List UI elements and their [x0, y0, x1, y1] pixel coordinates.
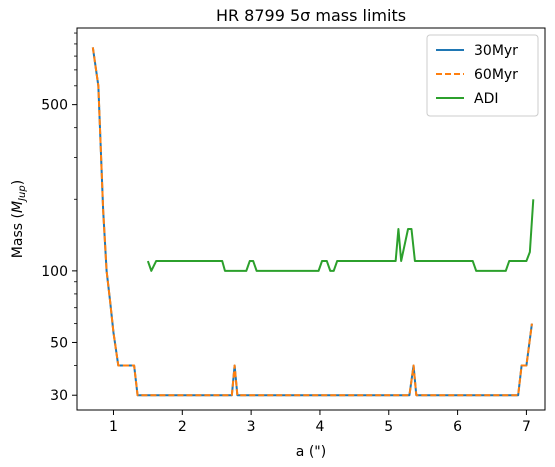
series-line-adi: [146, 199, 535, 272]
legend-label-30myr: 30Myr: [474, 43, 518, 59]
x-tick-label: 1: [109, 419, 118, 435]
y-axis-label-main: Mass (: [10, 213, 26, 258]
legend-box: [426, 34, 539, 117]
series-layer: [91, 47, 535, 397]
x-tick-label: 7: [522, 419, 531, 435]
y-axis-label-close: ): [10, 180, 26, 185]
plot-area: [76, 27, 546, 411]
y-tick-label: 50: [50, 335, 68, 351]
y-axis-label-symbol: M: [10, 201, 26, 213]
x-axis-label: a ("): [296, 444, 326, 460]
legend: 30Myr 60Myr ADI: [426, 34, 539, 117]
x-axis-ticks: 1 2 3 4 5 6 7: [109, 410, 531, 435]
series-line-60myr: [91, 47, 533, 397]
x-tick-label: 6: [453, 419, 462, 435]
chart-title: HR 8799 5σ mass limits: [216, 6, 406, 25]
x-tick-label: 4: [315, 419, 324, 435]
plot-frame: [76, 27, 546, 411]
y-axis-ticks: 30 50 100 500: [41, 32, 77, 404]
y-axis-label-subscript: Jup: [17, 185, 28, 203]
y-tick-label: 30: [50, 388, 68, 404]
legend-label-adi: ADI: [474, 91, 499, 107]
y-tick-label: 100: [41, 264, 68, 280]
x-tick-label: 2: [178, 419, 187, 435]
x-tick-label: 3: [247, 419, 256, 435]
y-tick-label: 500: [41, 98, 68, 114]
x-tick-label: 5: [384, 419, 393, 435]
legend-label-60myr: 60Myr: [474, 67, 518, 83]
y-axis-label: Mass (MJup): [10, 180, 28, 258]
